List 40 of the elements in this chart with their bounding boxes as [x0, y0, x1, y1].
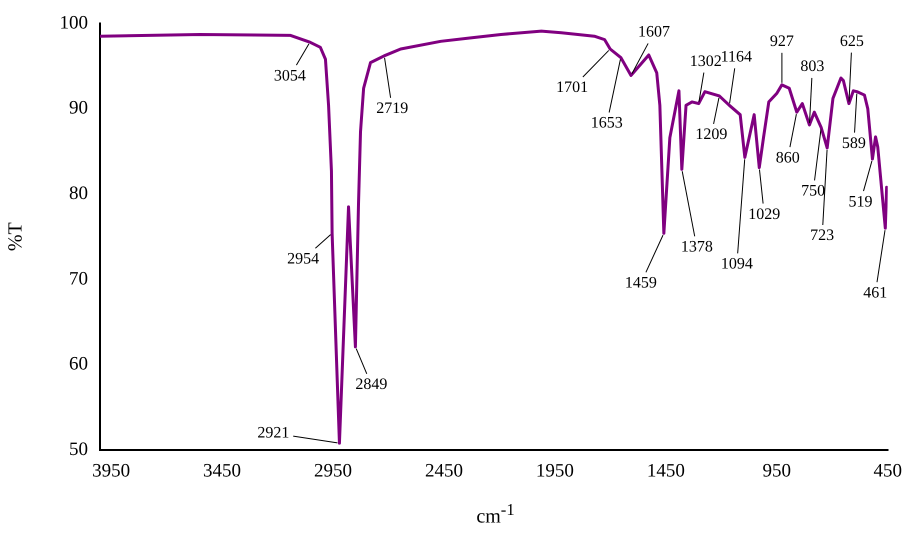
annotation: 803	[800, 58, 824, 76]
annotation: 1607	[638, 24, 670, 41]
x-tick-label: 3450	[203, 460, 242, 482]
annotation: 750	[801, 182, 826, 200]
annotation: 1302	[690, 52, 722, 70]
annotation: 461	[863, 284, 888, 302]
annotation: 1094	[720, 256, 753, 273]
annotation: 2921	[257, 424, 290, 442]
y-axis-title: %T	[4, 222, 26, 252]
annotation: 927	[770, 33, 794, 50]
annotation: 1378	[680, 238, 713, 256]
annotation: 1653	[590, 114, 623, 132]
x-tick-label: 3950	[92, 460, 130, 482]
annotation: 723	[810, 227, 834, 244]
annotation: 3054	[274, 67, 306, 84]
annotation: 2719	[376, 100, 408, 118]
x-tick-label: 450	[874, 460, 902, 482]
annotation: 1459	[624, 274, 657, 292]
y-tick-label: 70	[69, 268, 88, 290]
x-axis-title: cm$^{-1}$	[475, 500, 516, 529]
annotation: 589	[842, 134, 866, 152]
annotation: 860	[776, 149, 800, 166]
annotation: 2954	[287, 250, 320, 268]
y-tick-label: 50	[69, 438, 88, 460]
x-tick-label: 950	[762, 460, 792, 482]
x-tick-label: 1950	[536, 460, 574, 482]
annotation: 1164	[720, 48, 752, 66]
annotation: 519	[848, 193, 872, 210]
y-tick-label: 80	[69, 183, 88, 204]
x-tick-label: 2450	[424, 460, 463, 482]
annotation: 1029	[748, 206, 780, 223]
y-tick-label: 90	[69, 98, 88, 119]
y-tick-label: 60	[69, 354, 88, 375]
y-tick-label: 100	[60, 12, 88, 34]
annotation: 2849	[355, 376, 388, 393]
x-tick-label: 1450	[646, 460, 685, 482]
annotation: 1701	[556, 79, 588, 96]
annotation: 625	[840, 32, 864, 50]
annotation: 1209	[695, 126, 728, 144]
x-tick-label: 2950	[314, 460, 352, 482]
